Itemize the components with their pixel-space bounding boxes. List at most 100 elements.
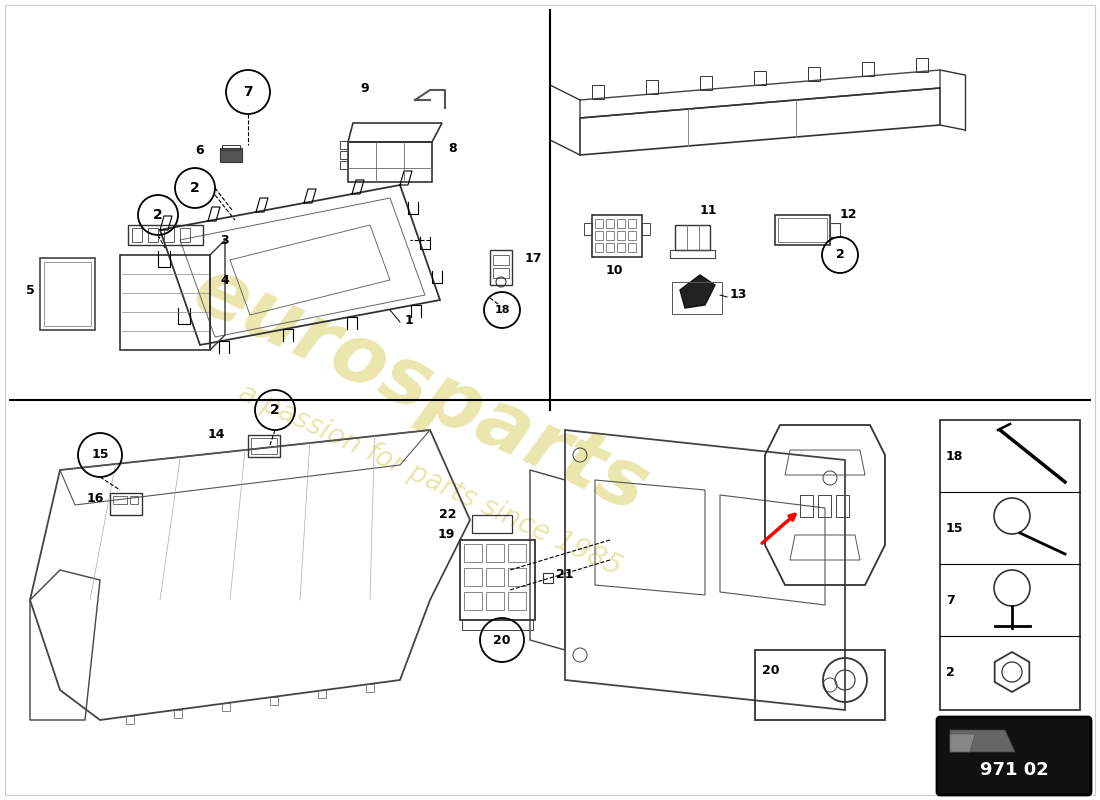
Text: 2: 2 (946, 666, 955, 678)
Bar (628, 219, 636, 228)
Bar (464, 592, 482, 610)
Text: 18: 18 (494, 305, 509, 315)
Bar (818, 495, 830, 517)
Bar (508, 592, 526, 610)
Polygon shape (950, 730, 1015, 752)
Bar (366, 684, 374, 692)
Bar (318, 690, 326, 698)
Bar (672, 282, 722, 314)
Bar (493, 255, 509, 265)
Bar (595, 231, 603, 240)
Text: 5: 5 (26, 283, 35, 297)
Bar (493, 268, 509, 278)
Bar (180, 228, 190, 242)
Text: 19: 19 (438, 529, 455, 542)
Bar (130, 496, 138, 504)
Text: 13: 13 (730, 289, 747, 302)
Bar (543, 573, 553, 583)
Bar (270, 697, 278, 705)
Bar (251, 438, 277, 454)
Bar (755, 650, 886, 720)
Bar (222, 703, 230, 711)
Bar (174, 710, 182, 718)
Text: 971 02: 971 02 (980, 761, 1048, 779)
Bar (836, 495, 849, 517)
Polygon shape (950, 734, 975, 752)
Text: 16: 16 (87, 491, 104, 505)
Bar (595, 243, 603, 252)
Bar (248, 435, 280, 457)
Bar (132, 228, 142, 242)
Text: 7: 7 (946, 594, 955, 606)
Text: eurosparts: eurosparts (180, 250, 660, 530)
Bar (778, 218, 827, 242)
Bar (340, 151, 348, 159)
Text: 10: 10 (606, 263, 624, 277)
Bar (617, 243, 625, 252)
Text: 9: 9 (360, 82, 368, 94)
Bar (675, 225, 710, 250)
Bar (44, 262, 91, 326)
Text: 8: 8 (448, 142, 456, 154)
Bar (617, 231, 625, 240)
Text: 20: 20 (493, 634, 510, 646)
Bar (606, 219, 614, 228)
Bar (40, 258, 95, 330)
Text: 2: 2 (271, 403, 279, 417)
Bar (340, 141, 348, 149)
Text: 2: 2 (153, 208, 163, 222)
Text: 17: 17 (525, 251, 542, 265)
Text: 18: 18 (946, 450, 964, 462)
Text: 2: 2 (190, 181, 200, 195)
FancyBboxPatch shape (937, 717, 1091, 795)
Bar (164, 228, 174, 242)
Bar (222, 145, 240, 150)
Bar (940, 420, 1080, 710)
Bar (486, 544, 504, 562)
Text: 22: 22 (440, 509, 456, 522)
Bar (340, 161, 348, 169)
Text: 14: 14 (208, 429, 226, 442)
Bar (670, 250, 715, 258)
Bar (460, 540, 535, 620)
Bar (592, 215, 642, 257)
Bar (110, 493, 142, 515)
Bar (628, 231, 636, 240)
Bar (486, 592, 504, 610)
Text: 21: 21 (556, 569, 573, 582)
Bar (830, 223, 840, 237)
Bar (220, 148, 242, 162)
Bar (606, 243, 614, 252)
Text: 1: 1 (405, 314, 414, 326)
Text: 3: 3 (220, 234, 229, 246)
Text: 20: 20 (762, 663, 780, 677)
Text: a passion for parts since 1985: a passion for parts since 1985 (234, 378, 626, 582)
Bar (508, 544, 526, 562)
Bar (113, 496, 127, 504)
Bar (776, 215, 830, 245)
Text: 2: 2 (836, 249, 845, 262)
Bar (617, 219, 625, 228)
Text: 6: 6 (195, 143, 204, 157)
Text: 15: 15 (91, 449, 109, 462)
Bar (584, 223, 592, 235)
Bar (462, 620, 534, 630)
Text: 15: 15 (946, 522, 964, 534)
Bar (595, 219, 603, 228)
Bar (472, 515, 512, 533)
Bar (148, 228, 158, 242)
Bar (628, 243, 636, 252)
Bar (642, 223, 650, 235)
Bar (490, 250, 512, 285)
Bar (128, 225, 204, 245)
Bar (606, 231, 614, 240)
Bar (464, 568, 482, 586)
Polygon shape (680, 275, 715, 308)
Bar (800, 495, 813, 517)
Bar (464, 544, 482, 562)
Bar (120, 255, 210, 350)
Text: 4: 4 (220, 274, 229, 286)
Bar (508, 568, 526, 586)
Text: 11: 11 (700, 203, 717, 217)
Text: 12: 12 (840, 209, 858, 222)
